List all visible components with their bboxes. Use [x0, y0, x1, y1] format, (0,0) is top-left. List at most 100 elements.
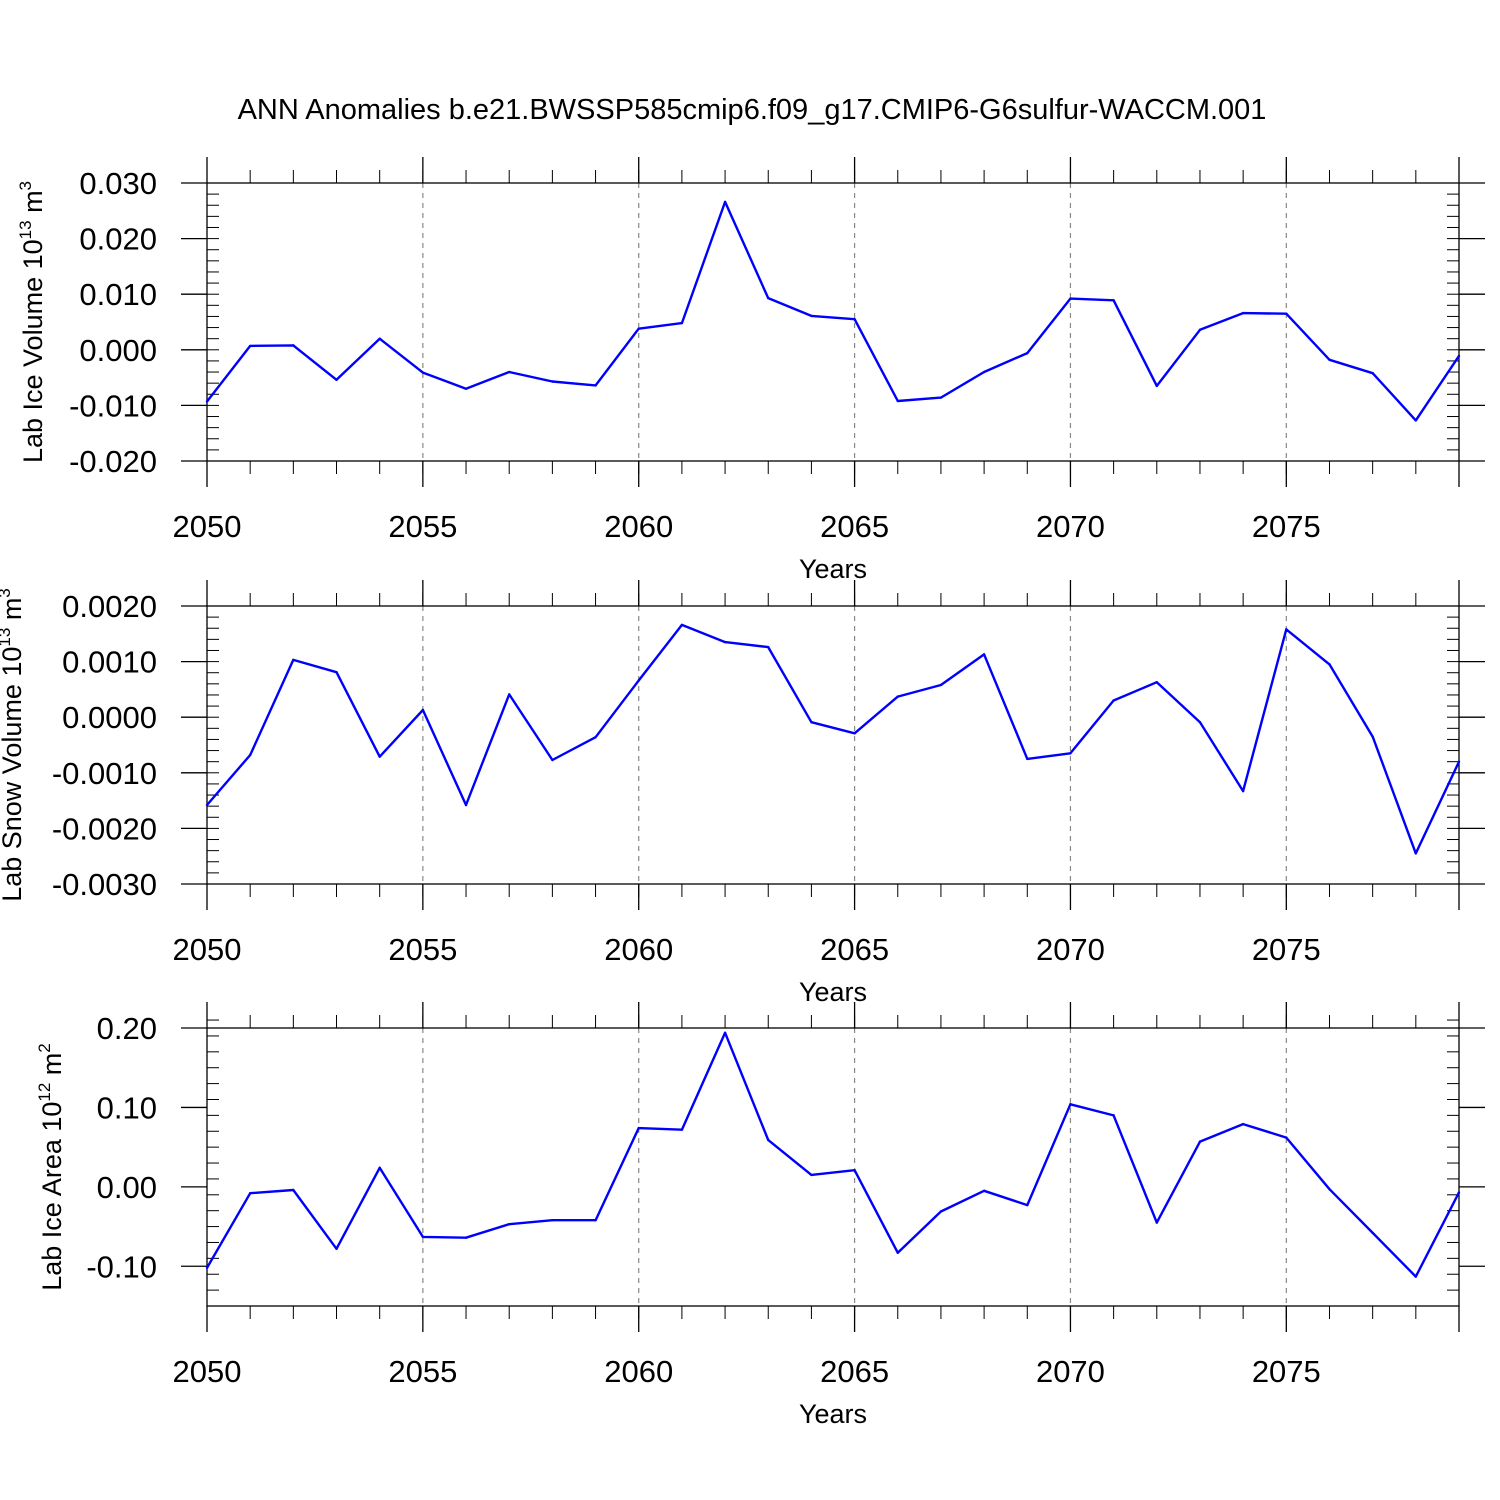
data-point [1069, 752, 1072, 755]
data-point [1457, 1191, 1461, 1194]
panels: -0.020 -0.010 0.000 0.010 0.020 0.030 2050 2055… [0, 157, 1485, 1429]
x-tick-label: 2055 [388, 1354, 457, 1389]
data-point [1285, 628, 1288, 631]
y-axis-label-exponent: 13 [16, 220, 35, 239]
data-point [1285, 312, 1288, 315]
x-tick-label: 2070 [1036, 509, 1105, 544]
x-tick-label: 2050 [173, 1354, 242, 1389]
x-tick-label: 2065 [820, 509, 889, 544]
x-axis-label: Years [799, 1399, 867, 1429]
data-point [896, 695, 899, 698]
data-point [810, 314, 813, 318]
data-point [680, 321, 684, 325]
y-axis-label: Lab Ice Volume 1013 m3 [16, 181, 48, 463]
data-point [551, 380, 554, 383]
data-point [1112, 1114, 1115, 1117]
y-tick-label: 0.020 [79, 222, 157, 257]
panel-3: -0.10 0.00 0.10 0.20 2050 2055 2060 2065 2070 207… [35, 1002, 1485, 1429]
data-point [421, 708, 425, 712]
data-point [853, 1168, 856, 1172]
data-point [1414, 852, 1418, 855]
data-point [464, 803, 468, 807]
data-point [1026, 757, 1029, 761]
figure-title: ANN Anomalies b.e21.BWSSP585cmip6.f09_g1… [238, 94, 1267, 126]
x-tick-label: 2070 [1036, 932, 1105, 967]
data-point [248, 753, 252, 757]
data-point [1155, 680, 1158, 684]
data-point [1371, 735, 1374, 738]
panel-1: -0.020 -0.010 0.000 0.010 0.020 0.030 2050 2055… [16, 157, 1485, 584]
data-point [335, 378, 338, 382]
data-point [1328, 358, 1331, 362]
panel-2: -0.0030 -0.0020 -0.0010 0.0000 0.0010 0.0020 2… [0, 580, 1485, 1007]
data-point [1414, 419, 1418, 422]
data-point [594, 736, 597, 739]
data-point [723, 640, 727, 644]
data-point [637, 327, 640, 330]
x-tick-label: 2065 [820, 1354, 889, 1389]
x-tick-label: 2055 [388, 509, 457, 544]
data-point [1241, 1122, 1245, 1126]
y-axis-label-main: Lab Ice Volume 10 [18, 239, 48, 463]
data-point [723, 1031, 727, 1034]
data-point [1457, 354, 1461, 358]
plot-frame [206, 1027, 1460, 1307]
data-point [1414, 1275, 1418, 1278]
data-point [896, 399, 899, 403]
data-point [939, 1210, 943, 1213]
x-tick-label: 2060 [604, 1354, 673, 1389]
x-axis-label: Years [799, 977, 867, 1007]
data-point [1069, 1103, 1072, 1106]
y-axis-label-unit-exponent: 3 [16, 181, 35, 190]
data-point [378, 1166, 381, 1169]
y-axis-label-exponent: 12 [35, 1083, 54, 1102]
y-tick-label: 0.000 [79, 333, 157, 368]
y-tick-label: -0.0030 [52, 867, 157, 902]
data-point [1026, 351, 1029, 355]
data-point [378, 337, 381, 340]
data-point [378, 755, 381, 758]
x-tick-label: 2065 [820, 932, 889, 967]
data-point [1371, 1231, 1374, 1235]
y-tick-label: -0.0020 [52, 811, 157, 846]
data-point [1328, 1188, 1331, 1191]
data-point [205, 1266, 209, 1270]
y-axis-label: Lab Ice Area 1012 m2 [35, 1043, 67, 1291]
data-point [1112, 699, 1115, 702]
y-tick-label: 0.0020 [62, 589, 157, 624]
data-point [637, 1126, 640, 1130]
data-point [292, 658, 295, 662]
y-tick-label: -0.010 [69, 388, 157, 423]
y-axis-label: Lab Snow Volume 1013 m3 [0, 588, 27, 902]
data-point [1026, 1203, 1029, 1207]
data-point [1371, 371, 1374, 375]
data-point [292, 1188, 295, 1192]
data-point [810, 721, 813, 724]
data-point [810, 1173, 813, 1177]
data-point [292, 344, 295, 347]
y-tick-label: 0.20 [97, 1011, 157, 1046]
x-tick-label: 2060 [604, 509, 673, 544]
data-point [1241, 311, 1245, 315]
y-tick-label: 0.0010 [62, 645, 157, 680]
x-tick-label: 2075 [1252, 932, 1321, 967]
data-point [1155, 384, 1158, 388]
data-point [723, 200, 727, 204]
y-tick-label: -0.020 [69, 444, 157, 479]
y-tick-label: 0.0000 [62, 700, 157, 735]
data-point [853, 318, 856, 321]
data-point [248, 344, 252, 348]
data-point [939, 396, 943, 399]
data-point [1112, 299, 1115, 302]
data-point [680, 1128, 684, 1131]
data-point [464, 1236, 468, 1239]
data-point [508, 693, 511, 696]
data-point [551, 758, 554, 762]
data-point [982, 1189, 986, 1193]
data-point [1457, 760, 1461, 763]
data-point [767, 645, 770, 649]
data-point [853, 732, 856, 735]
data-point [464, 387, 468, 390]
data-point [594, 384, 597, 387]
